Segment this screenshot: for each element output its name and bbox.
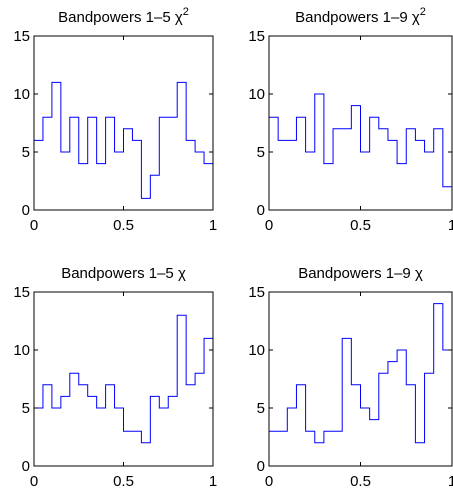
- y-tick-label: 0: [22, 458, 30, 475]
- chart-title-symbol: χ: [175, 9, 183, 26]
- y-tick-label: 5: [257, 144, 265, 161]
- chart-title-text: Bandpowers 1–9: [295, 9, 412, 26]
- x-tick-label: 0: [265, 217, 273, 234]
- chart-title-superscript: 2: [183, 6, 189, 18]
- x-tick-label: 1: [448, 217, 453, 234]
- chart-title: Bandpowers 1–5 χ: [61, 265, 186, 282]
- y-tick-label: 10: [13, 342, 30, 359]
- histogram-series-line: [269, 303, 452, 444]
- y-tick-label: 5: [22, 144, 30, 161]
- chart-title-text: Bandpowers 1–5: [61, 265, 178, 282]
- chart-title-symbol: χ: [178, 265, 186, 282]
- y-tick-label: 0: [257, 458, 265, 475]
- x-tick-label: 1: [209, 217, 217, 234]
- x-tick-label: 0.5: [350, 473, 371, 490]
- y-tick-label: 0: [257, 202, 265, 219]
- histogram-series-line: [34, 81, 213, 199]
- x-tick-label: 0: [265, 473, 273, 490]
- y-tick-label: 5: [22, 400, 30, 417]
- x-tick-label: 0: [30, 473, 38, 490]
- y-tick-label: 15: [248, 28, 265, 45]
- chart-title-text: Bandpowers 1–5: [58, 9, 175, 26]
- chart-title-superscript: 2: [420, 6, 426, 18]
- chart-title: Bandpowers 1–9 χ: [298, 265, 423, 282]
- y-tick-label: 0: [22, 202, 30, 219]
- x-tick-label: 0.5: [113, 217, 134, 234]
- chart-title-symbol: χ: [415, 265, 423, 282]
- y-tick-label: 15: [248, 284, 265, 301]
- y-tick-label: 10: [248, 86, 265, 103]
- x-tick-label: 1: [448, 473, 453, 490]
- y-tick-label: 5: [257, 400, 265, 417]
- x-tick-label: 0.5: [350, 217, 371, 234]
- histogram-series-line: [269, 93, 452, 188]
- chart-title: Bandpowers 1–9 χ2: [295, 6, 426, 26]
- y-tick-label: 15: [13, 28, 30, 45]
- y-tick-label: 10: [13, 86, 30, 103]
- chart-title-text: Bandpowers 1–9: [298, 265, 415, 282]
- y-tick-label: 10: [248, 342, 265, 359]
- y-tick-label: 15: [13, 284, 30, 301]
- histogram-series-line: [34, 314, 213, 444]
- x-tick-label: 0.5: [113, 473, 134, 490]
- chart-title: Bandpowers 1–5 χ2: [58, 6, 189, 26]
- x-tick-label: 0: [30, 217, 38, 234]
- chart-title-symbol: χ: [412, 9, 420, 26]
- x-tick-label: 1: [209, 473, 217, 490]
